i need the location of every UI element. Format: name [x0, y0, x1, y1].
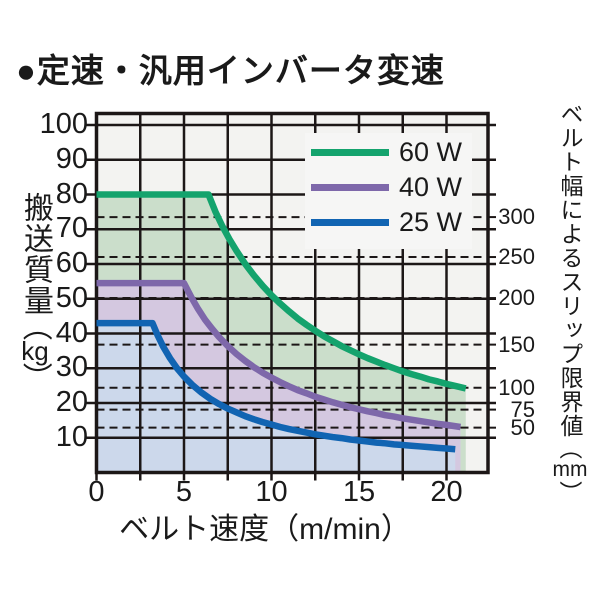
- y-tick-label: 90: [55, 142, 88, 175]
- right-axis-title-text: ベルト幅によるスリップ限界値: [557, 102, 583, 438]
- y-axis-title-text: 搬送質量: [19, 192, 52, 316]
- y-tick-label: 40: [55, 316, 88, 349]
- right-axis-tick-label: 150: [498, 331, 535, 357]
- y-axis-title-close-paren: ）: [19, 362, 52, 392]
- y-tick-label: 60: [55, 247, 88, 279]
- y-tick-label: 70: [55, 212, 88, 245]
- y-tick-label: 30: [55, 351, 88, 384]
- y-tick-label: 100: [39, 108, 88, 140]
- right-axis-tick-label: 100: [498, 374, 535, 400]
- x-tick-label: 5: [175, 476, 193, 508]
- right-axis-unit: mm: [552, 458, 588, 481]
- y-axis-title-open-paren: （: [19, 311, 52, 341]
- y-tick-label: 20: [55, 386, 88, 418]
- right-axis-title-close-paren: ）: [557, 480, 583, 504]
- legend-line-swatch-25w: [311, 218, 389, 226]
- x-tick-label: 0: [88, 476, 105, 508]
- y-axis-title: 搬送質量 （ kg ）: [12, 192, 58, 392]
- right-axis-title: ベルト幅によるスリップ限界値 （ mm ）: [549, 102, 591, 504]
- legend-item-60w: 60 W: [305, 136, 463, 167]
- curve-60w: [96, 191, 467, 392]
- area-fill-25w: [96, 323, 456, 473]
- legend-label-25w: 25 W: [399, 206, 463, 237]
- chart-title: ●定速・汎用インバータ変速: [16, 52, 445, 89]
- legend-label-60w: 60 W: [399, 136, 463, 167]
- right-axis-title-open-paren: （: [557, 436, 583, 460]
- y-tick-label: 10: [55, 420, 88, 453]
- x-tick-label: 15: [342, 476, 376, 508]
- y-axis-unit: kg: [21, 336, 49, 366]
- legend-item-40w: 40 W: [305, 171, 463, 202]
- right-axis-tick-label: 50: [510, 414, 535, 440]
- legend-item-25w: 25 W: [305, 206, 463, 237]
- right-axis-tick-label: 300: [498, 204, 535, 230]
- x-axis-title: ベルト速度（m/min）: [119, 513, 411, 546]
- legend: 60 W 40 W 25 W: [305, 133, 472, 249]
- x-tick-label: 10: [255, 476, 288, 508]
- curve-25w: [96, 319, 456, 453]
- y-tick-label: 80: [55, 177, 88, 210]
- y-tick-label: 50: [55, 281, 88, 314]
- x-tick-label: 20: [430, 476, 463, 508]
- curve-40w: [96, 279, 461, 431]
- right-axis-tick-label: 250: [498, 244, 535, 270]
- legend-line-swatch-40w: [311, 183, 389, 191]
- right-axis-tick-label: 75: [510, 396, 535, 422]
- legend-line-swatch-60w: [311, 148, 389, 156]
- legend-label-40w: 40 W: [399, 171, 463, 202]
- plot-frame: [94, 111, 490, 475]
- right-axis-tick-label: 200: [498, 285, 535, 311]
